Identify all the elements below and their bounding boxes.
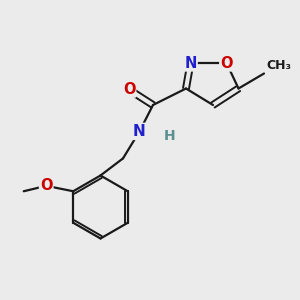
Text: O: O (220, 56, 233, 70)
Text: H: H (164, 130, 175, 143)
Text: CH₃: CH₃ (266, 59, 291, 72)
Text: O: O (40, 178, 52, 193)
Text: N: N (184, 56, 197, 70)
Text: O: O (123, 82, 135, 97)
Text: N: N (133, 124, 146, 139)
